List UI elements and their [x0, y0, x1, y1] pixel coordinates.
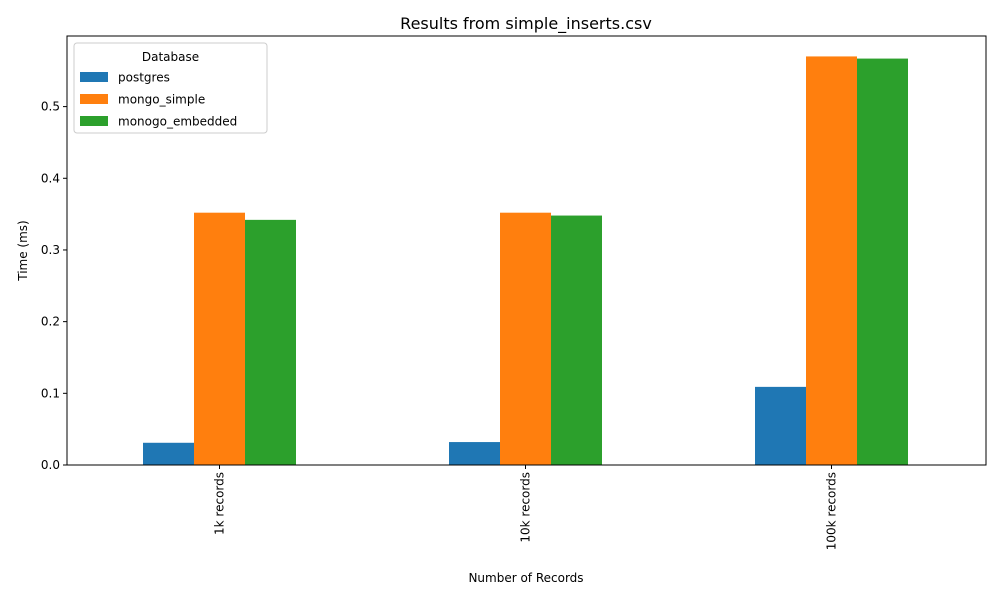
x-axis: 1k records 10k records 100k records	[213, 465, 839, 550]
bars-group	[143, 56, 908, 466]
x-tick-label: 1k records	[213, 472, 227, 535]
legend-label: monogo_embedded	[118, 115, 237, 129]
bar-monogo_embedded-0	[245, 219, 296, 465]
y-axis: 0.0 0.1 0.2 0.3 0.4 0.5	[41, 100, 67, 472]
y-tick-label: 0.5	[41, 100, 60, 114]
legend-label: mongo_simple	[118, 93, 205, 107]
x-tick-label: 100k records	[825, 472, 839, 550]
y-tick-label: 0.3	[41, 243, 60, 257]
legend-swatch-postgres	[80, 72, 108, 82]
bar-mongo_simple-0	[194, 212, 245, 465]
y-axis-label: Time (ms)	[16, 220, 30, 282]
legend-title: Database	[142, 50, 199, 64]
bar-postgres-0	[143, 442, 194, 465]
legend-entries: postgres mongo_simple monogo_embedded	[80, 71, 237, 129]
bar-monogo_embedded-1	[551, 215, 602, 465]
y-tick-label: 0.1	[41, 386, 60, 400]
y-tick-label: 0.2	[41, 315, 60, 329]
chart-title: Results from simple_inserts.csv	[400, 14, 652, 34]
bar-mongo_simple-1	[500, 212, 551, 465]
legend-swatch-monogo_embedded	[80, 116, 108, 126]
y-tick-label: 0.4	[41, 171, 60, 185]
legend-swatch-mongo_simple	[80, 94, 108, 104]
legend-frame	[73, 42, 268, 134]
legend: Database postgres mongo_simple monogo_em…	[73, 42, 268, 134]
bar-monogo_embedded-2	[857, 58, 908, 465]
bar-mongo_simple-2	[806, 56, 857, 466]
bar-postgres-1	[449, 442, 500, 465]
x-tick-label: 10k records	[519, 472, 533, 543]
x-axis-label: Number of Records	[468, 571, 583, 585]
legend-label: postgres	[118, 71, 170, 85]
y-tick-label: 0.0	[41, 458, 60, 472]
axes-frame	[66, 35, 987, 466]
bar-postgres-2	[755, 386, 806, 465]
